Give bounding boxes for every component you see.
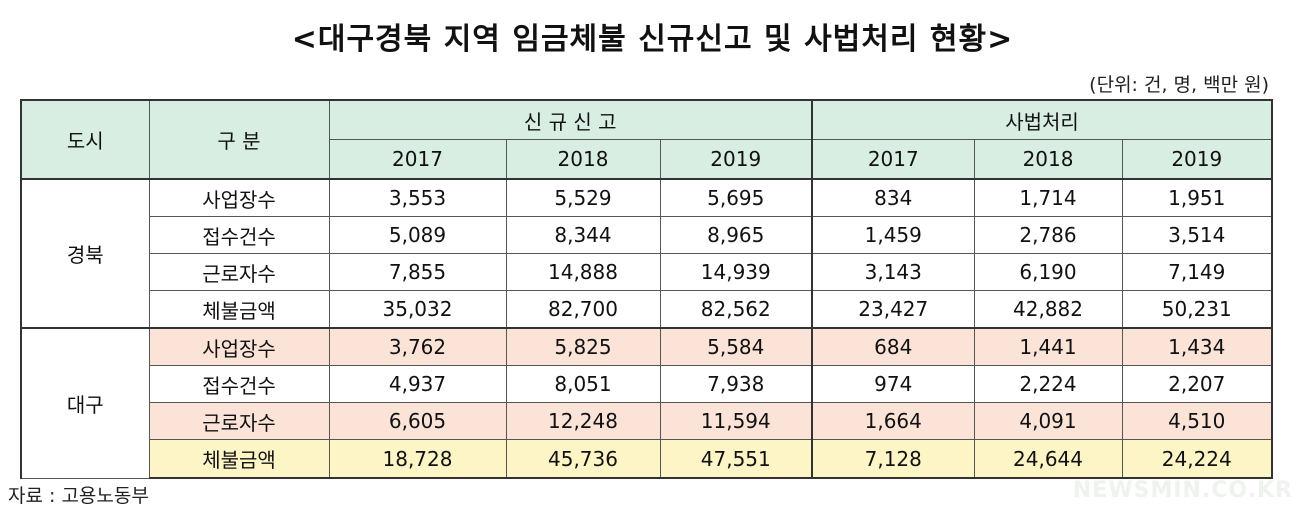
table-cell: 1,459 bbox=[811, 216, 975, 254]
table-cell: 82,562 bbox=[659, 290, 813, 329]
table-cell: 42,882 bbox=[973, 290, 1123, 329]
table-cell: 7,128 bbox=[811, 439, 975, 479]
table-cell: 974 bbox=[811, 365, 975, 403]
table-cell: 50,231 bbox=[1121, 290, 1274, 329]
table-cell: 4,510 bbox=[1121, 402, 1274, 440]
table-row: 접수건수 4,937 8,051 7,938 974 2,224 2,207 bbox=[21, 365, 1274, 403]
table-cell: 1,441 bbox=[973, 327, 1123, 366]
table-cell: 3,143 bbox=[811, 253, 975, 291]
wage-arrears-table: 도시 구 분 신 규 신 고 사법처리 2017 2018 2019 2017 … bbox=[20, 99, 1274, 479]
table-cell: 3,553 bbox=[328, 178, 507, 217]
header-year: 2018 bbox=[973, 139, 1123, 180]
table-cell: 24,224 bbox=[1121, 439, 1274, 479]
table-cell: 6,190 bbox=[973, 253, 1123, 291]
table-cell: 684 bbox=[811, 327, 975, 366]
table-cell: 3,514 bbox=[1121, 216, 1274, 254]
table-cell: 8,051 bbox=[505, 365, 661, 403]
table-row: 근로자수 6,605 12,248 11,594 1,664 4,091 4,5… bbox=[21, 402, 1274, 440]
table-cell: 24,644 bbox=[973, 439, 1123, 479]
row-label: 체불금액 bbox=[148, 439, 330, 479]
table-cell: 14,888 bbox=[505, 253, 661, 291]
table-cell: 1,951 bbox=[1121, 178, 1274, 217]
table-cell: 5,695 bbox=[659, 178, 813, 217]
row-label: 접수건수 bbox=[148, 365, 330, 403]
table-cell: 5,825 bbox=[505, 327, 661, 366]
table-cell: 5,089 bbox=[328, 216, 507, 254]
table-row: 경북 사업장수 3,553 5,529 5,695 834 1,714 1,95… bbox=[20, 178, 1274, 329]
table-row: 접수건수 5,089 8,344 8,965 1,459 2,786 3,514 bbox=[21, 216, 1274, 254]
table-cell: 12,248 bbox=[505, 402, 661, 440]
table-cell: 11,594 bbox=[659, 402, 813, 440]
table-cell: 7,855 bbox=[328, 253, 507, 291]
header-year: 2017 bbox=[328, 139, 507, 180]
table-row: 근로자수 7,855 14,888 14,939 3,143 6,190 7,1… bbox=[21, 253, 1274, 291]
table-cell: 23,427 bbox=[811, 290, 975, 329]
watermark: NEWSMIN.CO.KR bbox=[1072, 478, 1293, 503]
table-cell: 3,762 bbox=[328, 327, 507, 366]
table-cell: 82,700 bbox=[505, 290, 661, 329]
table-cell: 834 bbox=[811, 178, 975, 217]
table-cell: 5,529 bbox=[505, 178, 661, 217]
source-note: 자료 : 고용노동부 bbox=[8, 485, 149, 507]
table-cell: 1,714 bbox=[973, 178, 1123, 217]
table-cell: 4,091 bbox=[973, 402, 1123, 440]
region-name: 대구 bbox=[20, 327, 150, 479]
header-city: 도시 bbox=[20, 99, 150, 180]
unit-note: (단위: 건, 명, 백만 원) bbox=[1089, 74, 1269, 96]
region-name: 경북 bbox=[20, 178, 150, 329]
table-cell: 35,032 bbox=[328, 290, 507, 329]
table-cell: 4,937 bbox=[328, 365, 507, 403]
row-label: 사업장수 bbox=[148, 327, 330, 366]
table-cell: 6,605 bbox=[328, 402, 507, 440]
page-title: <대구경북 지역 임금체불 신규신고 및 사법처리 현황> bbox=[291, 22, 1014, 57]
table-cell: 2,207 bbox=[1121, 365, 1274, 403]
row-label: 근로자수 bbox=[148, 402, 330, 440]
table-cell: 2,224 bbox=[973, 365, 1123, 403]
row-label: 체불금액 bbox=[148, 290, 330, 329]
table-cell: 8,965 bbox=[659, 216, 813, 254]
row-label: 근로자수 bbox=[148, 253, 330, 291]
header-year: 2019 bbox=[1121, 139, 1274, 180]
header-category: 구 분 bbox=[148, 99, 330, 180]
table-cell: 47,551 bbox=[659, 439, 813, 479]
header-judicial: 사법처리 bbox=[811, 99, 1274, 140]
table-cell: 1,434 bbox=[1121, 327, 1274, 366]
table-row: 체불금액 18,728 45,736 47,551 7,128 24,644 2… bbox=[21, 439, 1274, 479]
table-cell: 18,728 bbox=[328, 439, 507, 479]
table-cell: 5,584 bbox=[659, 327, 813, 366]
row-label: 접수건수 bbox=[148, 216, 330, 254]
table-cell: 45,736 bbox=[505, 439, 661, 479]
header-new-reports: 신 규 신 고 bbox=[328, 99, 813, 140]
table-row: 대구 사업장수 3,762 5,825 5,584 684 1,441 1,43… bbox=[20, 327, 1274, 479]
table-cell: 8,344 bbox=[505, 216, 661, 254]
header-year: 2017 bbox=[811, 139, 975, 180]
row-label: 사업장수 bbox=[148, 178, 330, 217]
table-row: 체불금액 35,032 82,700 82,562 23,427 42,882 … bbox=[21, 290, 1274, 329]
header-year: 2018 bbox=[505, 139, 661, 180]
table-cell: 2,786 bbox=[973, 216, 1123, 254]
table-cell: 7,938 bbox=[659, 365, 813, 403]
header-year: 2019 bbox=[659, 139, 813, 180]
table-cell: 1,664 bbox=[811, 402, 975, 440]
table-cell: 7,149 bbox=[1121, 253, 1274, 291]
table-cell: 14,939 bbox=[659, 253, 813, 291]
